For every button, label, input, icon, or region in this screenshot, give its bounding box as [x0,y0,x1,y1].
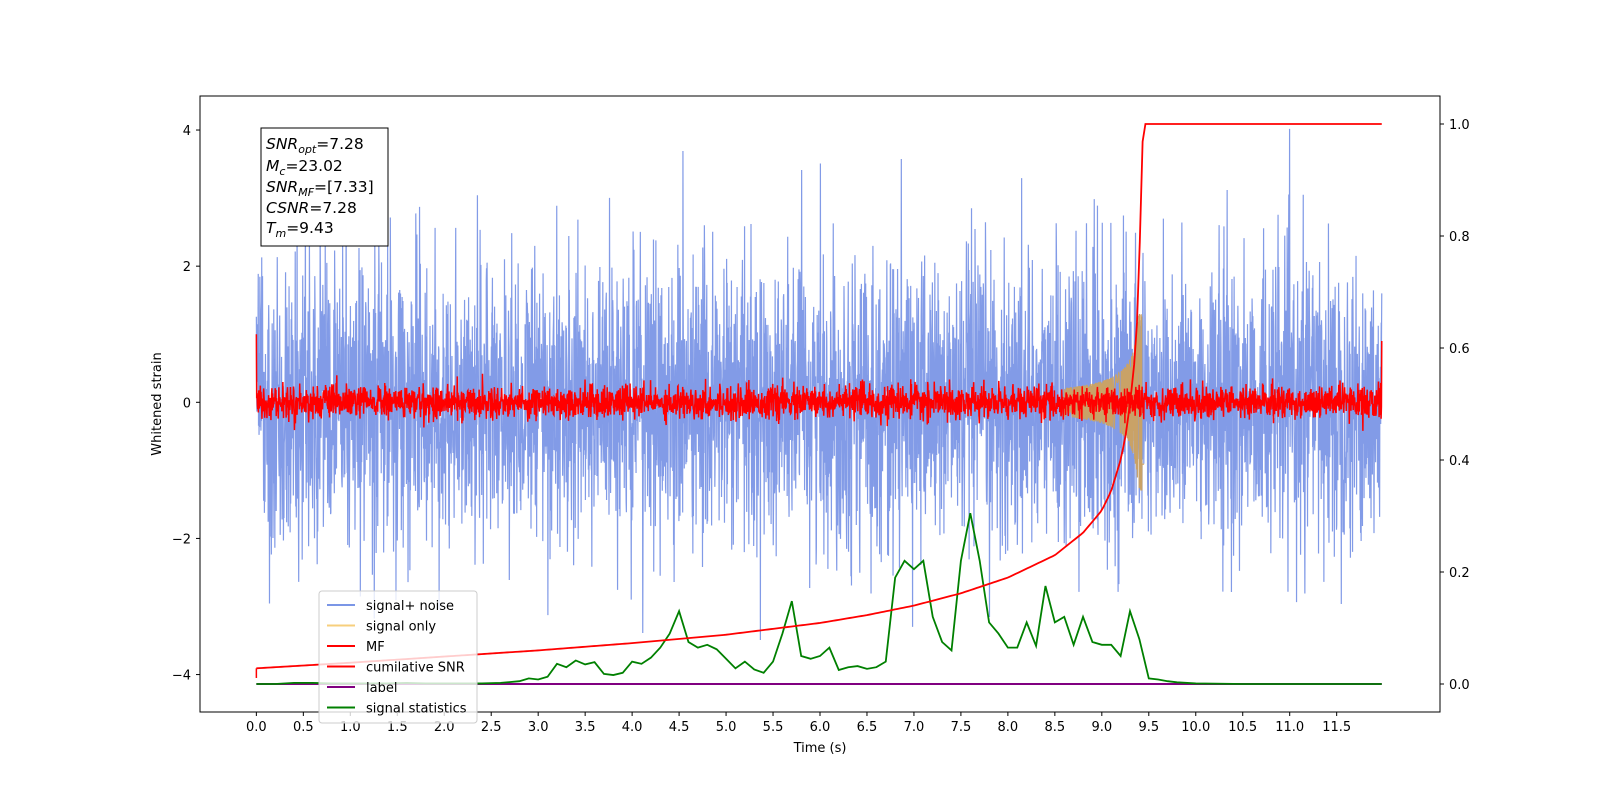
x-tick-label: 2.5 [481,720,502,735]
x-tick-label: 8.0 [998,720,1019,735]
x-tick-label: 5.0 [716,720,737,735]
x-tick-label: 10.5 [1228,720,1257,735]
x-tick-label: 0.5 [293,720,314,735]
info-box-frame [260,127,389,247]
x-tick-label: 11.0 [1275,720,1304,735]
x-axis: 0.0 0.5 1.0 1.5 2.0 2.5 3.0 3.5 4.0 4.5 5.0 5.5 6.0 6… [246,712,1351,735]
info-snr-mf: SNRMF=[7.33] [266,178,374,199]
legend-label: MF [366,640,385,655]
y-right-tick-label: 0.8 [1449,230,1470,245]
y-left-tick-label: 2 [183,260,191,275]
series-signal-noise [255,128,1383,641]
x-tick-label: 6.5 [857,720,878,735]
y-axis-label: Whitened strain [150,352,165,455]
info-mc: Mc=23.02 [266,157,343,178]
y-right-tick-label: 1.0 [1449,118,1470,133]
y-left-tick-label: −4 [172,669,191,684]
y-right-tick-label: 0.6 [1449,342,1470,357]
x-tick-label: 3.0 [528,720,549,735]
x-tick-label: 1.0 [340,720,361,735]
x-tick-label: 7.0 [904,720,925,735]
y-axis-left: 4 2 0 −2 −4 [172,124,200,684]
legend-label: signal only [366,620,436,635]
x-tick-label: 10.0 [1181,720,1210,735]
series-mf [255,334,1383,431]
legend: signal+ noise signal only MF cumilative SNR… [318,590,478,724]
x-tick-label: 6.0 [810,720,831,735]
y-left-tick-label: 0 [183,396,191,411]
x-tick-label: 2.0 [434,720,455,735]
legend-label: signal statistics [366,702,467,717]
y-right-tick-label: 0.4 [1449,454,1470,469]
legend-frame [318,590,478,724]
x-tick-label: 5.5 [763,720,784,735]
x-tick-label: 8.5 [1045,720,1066,735]
info-tm: Tm=9.43 [266,219,334,240]
legend-label: label [366,681,397,696]
x-tick-label: 4.0 [622,720,643,735]
x-tick-label: 9.0 [1091,720,1112,735]
x-axis-label: Time (s) [793,741,847,756]
info-snr-opt: SNRopt=7.28 [266,135,364,156]
x-tick-label: 11.5 [1322,720,1351,735]
x-tick-label: 0.0 [246,720,267,735]
series-signal-statistics [256,513,1382,685]
x-tick-label: 7.5 [951,720,972,735]
legend-label: cumilative SNR [366,661,465,676]
y-left-tick-label: 4 [183,124,191,139]
y-right-tick-label: 0.0 [1449,678,1470,693]
y-left-tick-label: −2 [172,532,191,547]
y-right-tick-label: 0.2 [1449,566,1470,581]
y-axis-right: 1.0 0.8 0.6 0.4 0.2 0.0 [1440,118,1470,693]
x-tick-label: 4.5 [669,720,690,735]
info-csnr: CSNR=7.28 [266,199,357,217]
x-tick-label: 3.5 [575,720,596,735]
info-box: SNRopt=7.28 Mc=23.02 SNRMF=[7.33] CSNR=7… [260,127,389,247]
legend-label: signal+ noise [366,599,454,614]
x-tick-label: 1.5 [387,720,408,735]
x-tick-label: 9.5 [1138,720,1159,735]
